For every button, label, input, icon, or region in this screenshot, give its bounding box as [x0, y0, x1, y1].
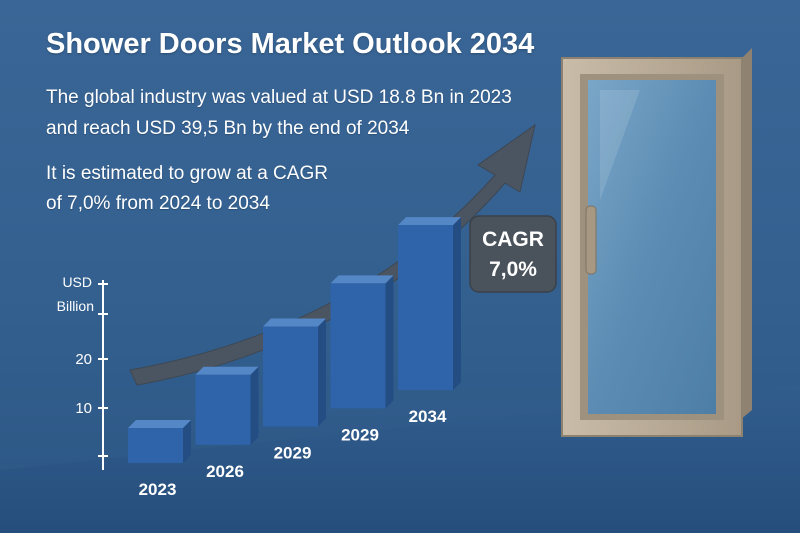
y-axis-label-line-2: Billion	[57, 298, 94, 314]
x-tick-label: 2034	[409, 407, 447, 426]
shower-door-illustration	[561, 48, 752, 437]
bar-side	[250, 366, 259, 445]
cagr-badge-label: CAGR	[482, 228, 544, 251]
x-tick-label: 2023	[139, 480, 177, 499]
bar-top	[263, 318, 326, 327]
y-tick-label: 20	[75, 351, 92, 368]
y-axis: USD Billion 20 10	[57, 274, 108, 470]
bar-side	[453, 217, 461, 391]
bar	[330, 283, 386, 409]
x-tick-label: 2029	[274, 444, 312, 463]
bar-side	[183, 420, 191, 463]
page-title: Shower Doors Market Outlook 2034	[46, 28, 535, 60]
bar-top	[398, 217, 461, 226]
cagr-badge: CAGR 7,0%	[469, 215, 557, 293]
y-axis-label-line-1: USD	[62, 274, 92, 290]
bar	[195, 374, 251, 445]
bar	[128, 428, 183, 463]
bar-top	[128, 420, 191, 428]
summary-line-3: It is estimated to grow at a CAGR	[46, 163, 328, 184]
x-tick-label: 2029	[341, 425, 379, 444]
bar-side	[318, 318, 326, 427]
summary-line-2: and reach USD 39,5 Bn by the end of 2034	[46, 118, 410, 139]
bar	[398, 225, 453, 391]
summary-line-1: The global industry was valued at USD 18…	[46, 87, 512, 108]
y-tick-label: 10	[75, 400, 92, 417]
bars-group: 2023 2026 2029 2029 2034	[128, 217, 461, 499]
summary-line-4: of 7,0% from 2024 to 2034	[46, 193, 270, 214]
cagr-badge-value: 7,0%	[489, 258, 537, 281]
bar	[263, 326, 318, 427]
bar-side	[385, 275, 394, 409]
x-tick-label: 2026	[206, 462, 244, 481]
bar-top	[330, 275, 394, 284]
bar-top	[195, 366, 259, 375]
